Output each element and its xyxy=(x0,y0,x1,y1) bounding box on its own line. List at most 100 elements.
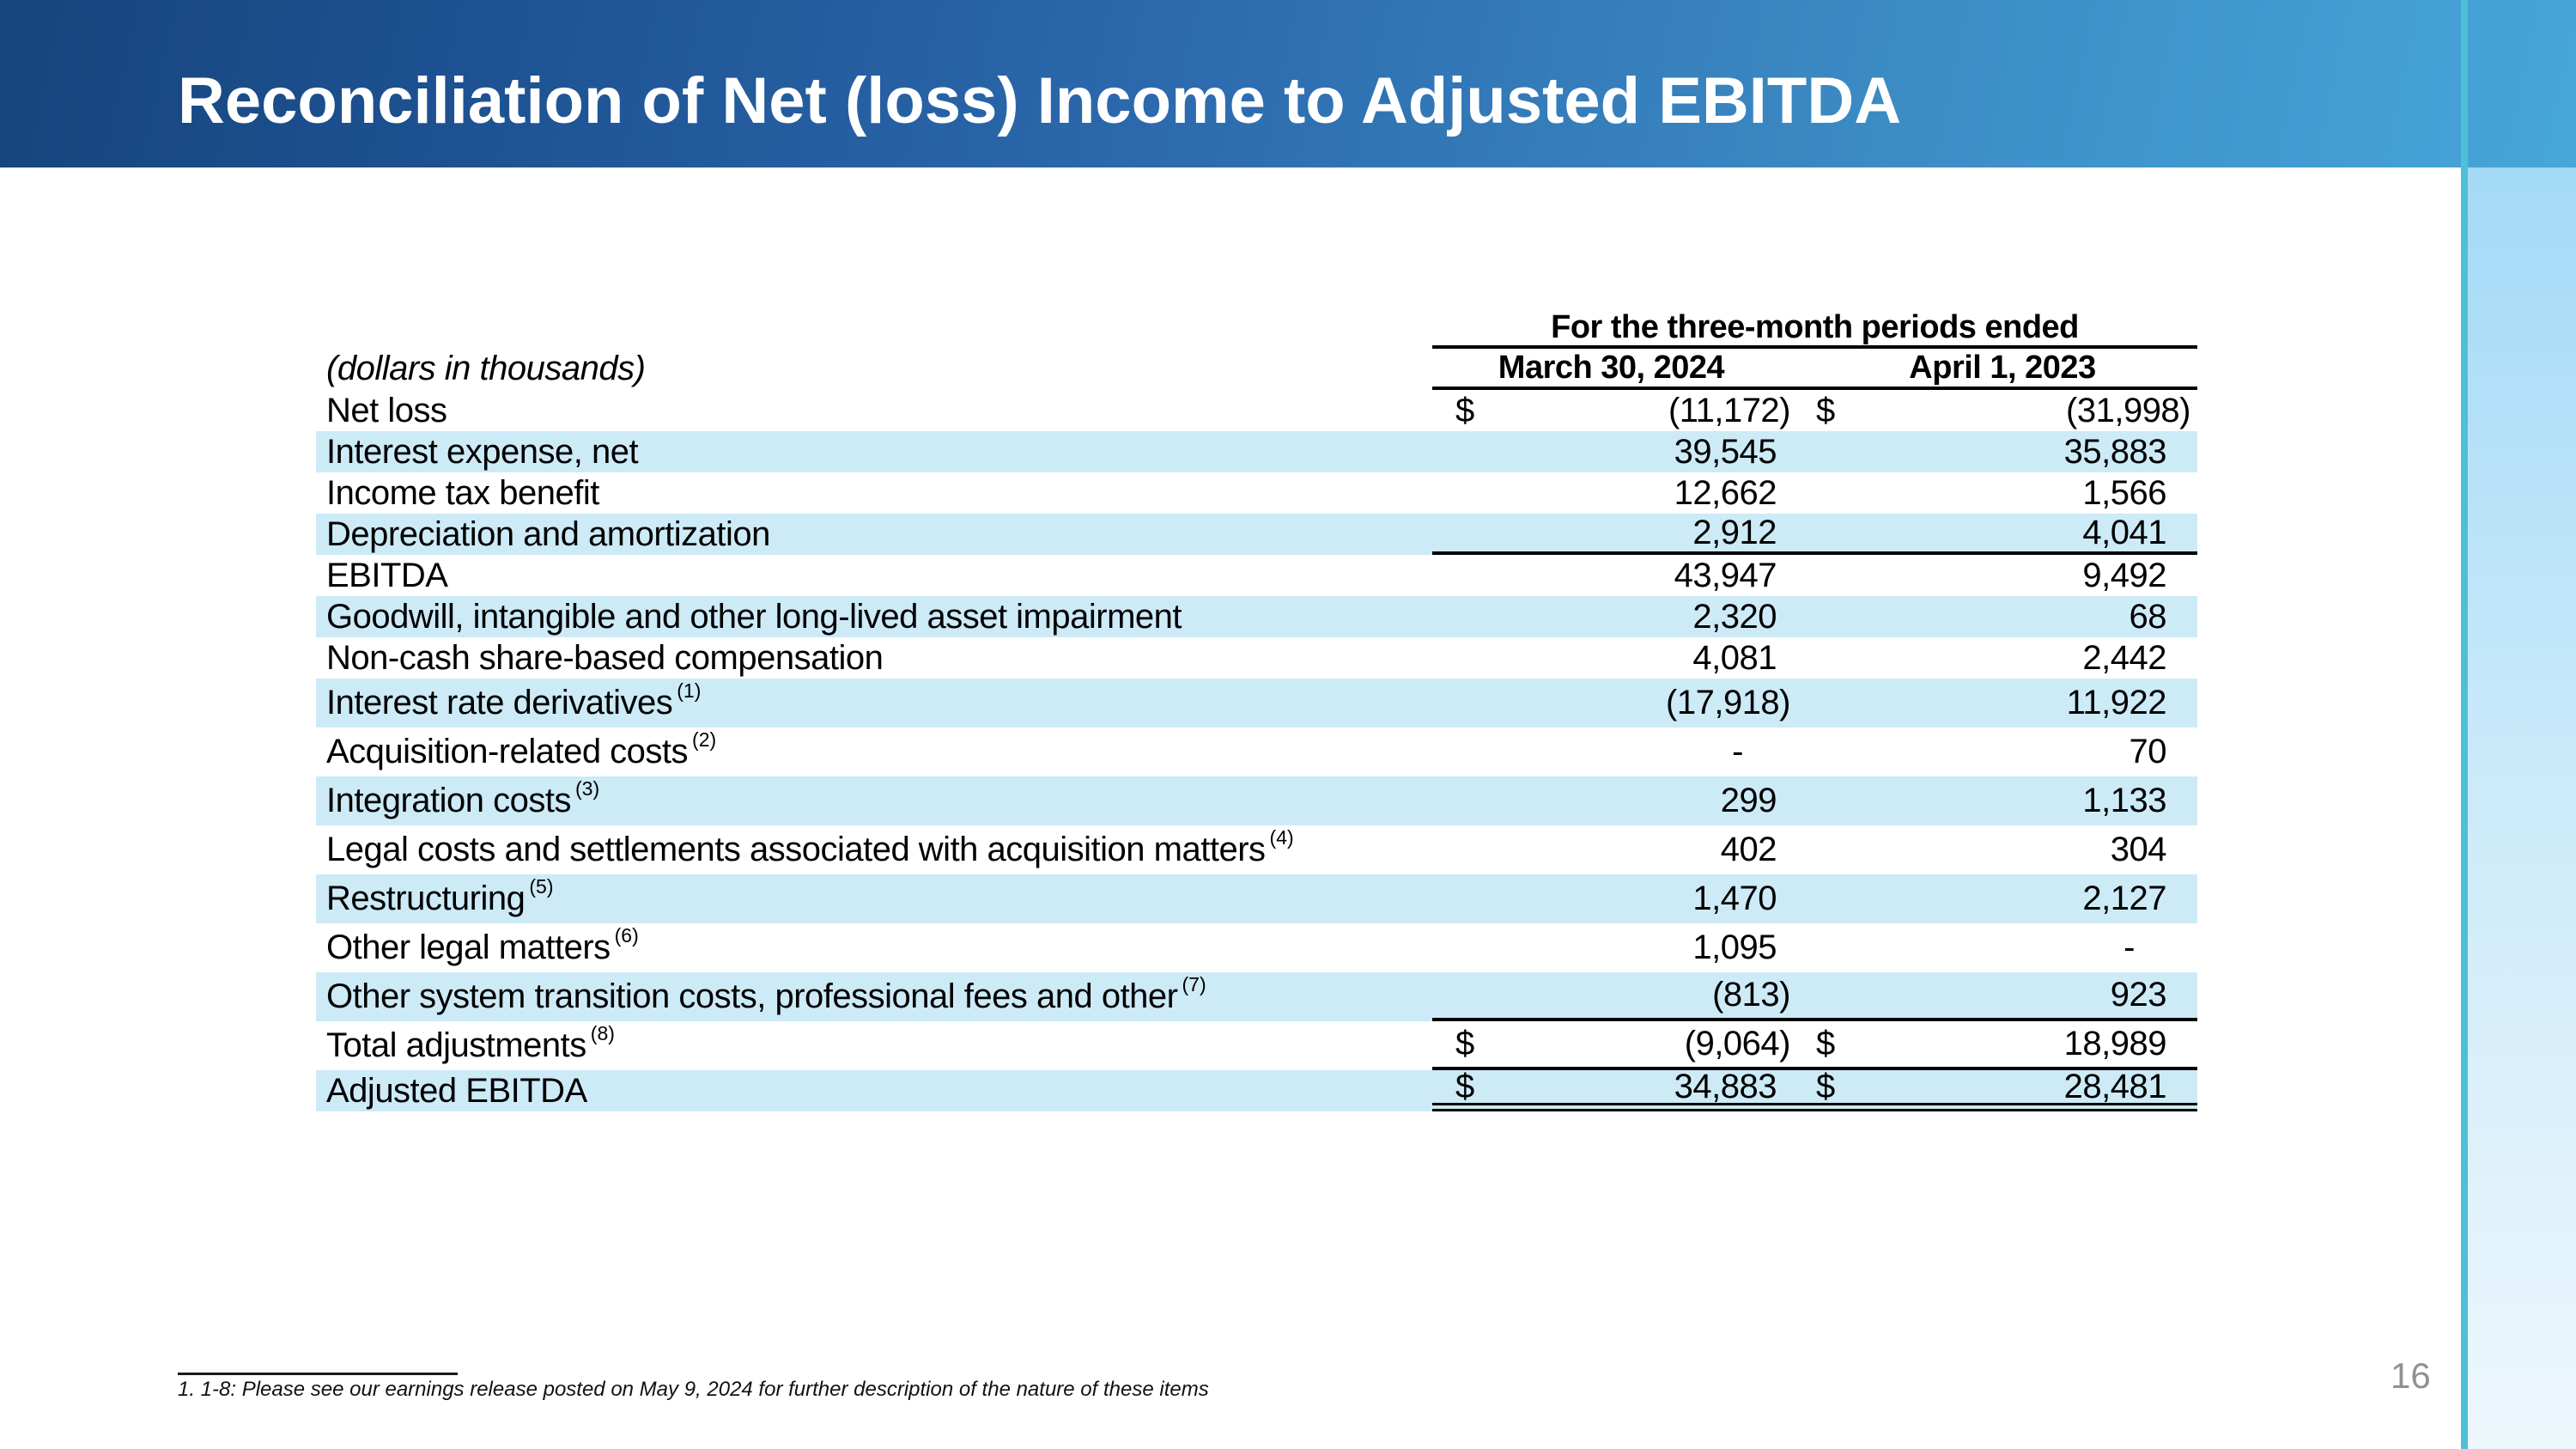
row-values: 39,545 35,883 xyxy=(1432,431,2197,472)
row-value-2024: 2,912 xyxy=(1692,513,1777,551)
table-column-headers: March 30, 2024 April 1, 2023 xyxy=(1432,349,2197,390)
row-label: Other legal matters (6) xyxy=(326,924,639,966)
row-value-2023: 4,041 xyxy=(2082,513,2166,551)
page-title: Reconciliation of Net (loss) Income to A… xyxy=(178,64,1902,137)
table-label-spacer xyxy=(316,310,1432,349)
row-values: $ (11,172) $ (31,998) xyxy=(1432,390,2197,431)
row-value-2024: - xyxy=(1732,733,1743,770)
row-value-2024: 1,095 xyxy=(1692,928,1777,966)
table-column-header-row: (dollars in thousands) March 30, 2024 Ap… xyxy=(316,349,2197,390)
row-label: Legal costs and settlements associated w… xyxy=(326,826,1294,868)
row-values: 299 1,133 xyxy=(1432,776,2197,825)
footnote-superscript: (2) xyxy=(692,728,717,751)
row-value-2024: 2,320 xyxy=(1692,597,1777,636)
side-panel xyxy=(2468,167,2576,1449)
row-value-2023: 28,481 xyxy=(2063,1067,2167,1105)
footnote: 1. 1-8: Please see our earnings release … xyxy=(178,1378,1209,1401)
table-row: Integration costs (3) 299 1,133 xyxy=(316,776,2197,825)
table-row: Depreciation and amortization 2,912 4,04… xyxy=(316,514,2197,555)
row-value-2023: 1,133 xyxy=(2082,782,2166,819)
dollar-sign: $ xyxy=(1816,391,1835,429)
table-row: Net loss $ (11,172) $ (31,998) xyxy=(316,390,2197,431)
row-value-2024: (17,918) xyxy=(1666,684,1790,721)
row-value-2024: 12,662 xyxy=(1674,473,1777,512)
row-values: 12,662 1,566 xyxy=(1432,472,2197,514)
table-period-header-row: For the three-month periods ended xyxy=(316,309,2197,349)
row-value-2024: (11,172) xyxy=(1668,391,1791,429)
table-row: Legal costs and settlements associated w… xyxy=(316,825,2197,874)
page-number: 16 xyxy=(2391,1355,2431,1396)
row-label: Income tax benefit xyxy=(326,473,599,512)
table-row: Interest expense, net 39,545 35,883 xyxy=(316,431,2197,472)
dollar-sign: $ xyxy=(1816,1025,1835,1062)
row-values: 1,095 - xyxy=(1432,923,2197,972)
row-value-2024: 299 xyxy=(1720,782,1777,819)
dollar-sign: $ xyxy=(1455,1025,1474,1062)
row-values: 1,470 2,127 xyxy=(1432,874,2197,923)
dollar-sign: $ xyxy=(1816,1067,1835,1105)
side-accent-line xyxy=(2461,0,2468,1449)
row-value-2024: 1,470 xyxy=(1692,880,1777,917)
row-label: Adjusted EBITDA xyxy=(326,1071,587,1110)
table-row: Acquisition-related costs (2) - 70 xyxy=(316,728,2197,776)
row-values: (17,918) 11,922 xyxy=(1432,679,2197,728)
table-row: Total adjustments (8) $ (9,064) $ 18,989 xyxy=(316,1021,2197,1070)
row-value-2023: 2,442 xyxy=(2082,638,2166,677)
row-value-2023: 68 xyxy=(2129,597,2167,636)
footnote-superscript: (8) xyxy=(590,1022,615,1044)
row-value-2023: 70 xyxy=(2129,733,2167,770)
footnote-superscript: (4) xyxy=(1269,826,1294,849)
row-label: Total adjustments (8) xyxy=(326,1022,615,1064)
row-value-2023: 11,922 xyxy=(2066,684,2167,721)
row-values: 4,081 2,442 xyxy=(1432,637,2197,679)
column-header-april-1-2023: April 1, 2023 xyxy=(1909,349,2096,386)
row-value-2023: 9,492 xyxy=(2082,556,2166,594)
table-row: EBITDA 43,947 9,492 xyxy=(316,555,2197,596)
row-label: Depreciation and amortization xyxy=(326,514,770,553)
table-row: Adjusted EBITDA $ 34,883 $ 28,481 xyxy=(316,1067,2197,1111)
row-value-2024: 402 xyxy=(1720,831,1777,868)
row-values: $ 34,883 $ 28,481 xyxy=(1432,1067,2197,1111)
row-label: Acquisition-related costs (2) xyxy=(326,728,717,770)
row-value-2023: (31,998) xyxy=(2066,391,2190,429)
slide-banner: Reconciliation of Net (loss) Income to A… xyxy=(0,0,2576,167)
footnote-superscript: (3) xyxy=(575,777,600,800)
row-values: - 70 xyxy=(1432,728,2197,776)
row-values: $ (9,064) $ 18,989 xyxy=(1432,1021,2197,1070)
row-label: Integration costs (3) xyxy=(326,777,600,819)
row-label: Non-cash share-based compensation xyxy=(326,638,884,677)
units-label: (dollars in thousands) xyxy=(326,350,646,387)
footnote-rule xyxy=(178,1373,458,1375)
row-label: Net loss xyxy=(326,391,447,429)
row-value-2024: 4,081 xyxy=(1692,638,1777,677)
table-body: Net loss $ (11,172) $ (31,998) Interest … xyxy=(316,390,2197,1111)
row-value-2023: 1,566 xyxy=(2082,473,2166,512)
row-value-2024: (9,064) xyxy=(1684,1025,1791,1062)
row-value-2023: 923 xyxy=(2110,976,2167,1014)
table-row: Interest rate derivatives (1) (17,918) 11… xyxy=(316,679,2197,728)
footnote-superscript: (5) xyxy=(529,875,554,898)
dollar-sign: $ xyxy=(1455,391,1474,429)
row-value-2024: 34,883 xyxy=(1674,1067,1777,1105)
table-row: Other system transition costs, professio… xyxy=(316,972,2197,1021)
row-value-2023: 304 xyxy=(2110,831,2167,868)
row-value-2023: 2,127 xyxy=(2082,880,2166,917)
row-label: EBITDA xyxy=(326,556,448,594)
row-value-2023: 35,883 xyxy=(2063,432,2167,471)
table-row: Restructuring (5) 1,470 2,127 xyxy=(316,874,2197,923)
row-values: 2,912 4,041 xyxy=(1432,514,2197,555)
row-value-2023: - xyxy=(2123,928,2135,966)
row-value-2024: 43,947 xyxy=(1674,556,1777,594)
row-value-2024: (813) xyxy=(1712,976,1790,1014)
row-values: 2,320 68 xyxy=(1432,596,2197,637)
table-row: Income tax benefit 12,662 1,566 xyxy=(316,472,2197,514)
table-row: Non-cash share-based compensation 4,081 … xyxy=(316,637,2197,679)
footnote-superscript: (1) xyxy=(677,679,702,702)
row-label: Goodwill, intangible and other long-live… xyxy=(326,597,1182,636)
row-label: Other system transition costs, professio… xyxy=(326,973,1206,1015)
table-row: Other legal matters (6) 1,095 - xyxy=(316,923,2197,972)
table-row: Goodwill, intangible and other long-live… xyxy=(316,596,2197,637)
footnote-superscript: (6) xyxy=(614,924,639,947)
row-values: (813) 923 xyxy=(1432,972,2197,1021)
row-label: Interest rate derivatives (1) xyxy=(326,679,702,721)
